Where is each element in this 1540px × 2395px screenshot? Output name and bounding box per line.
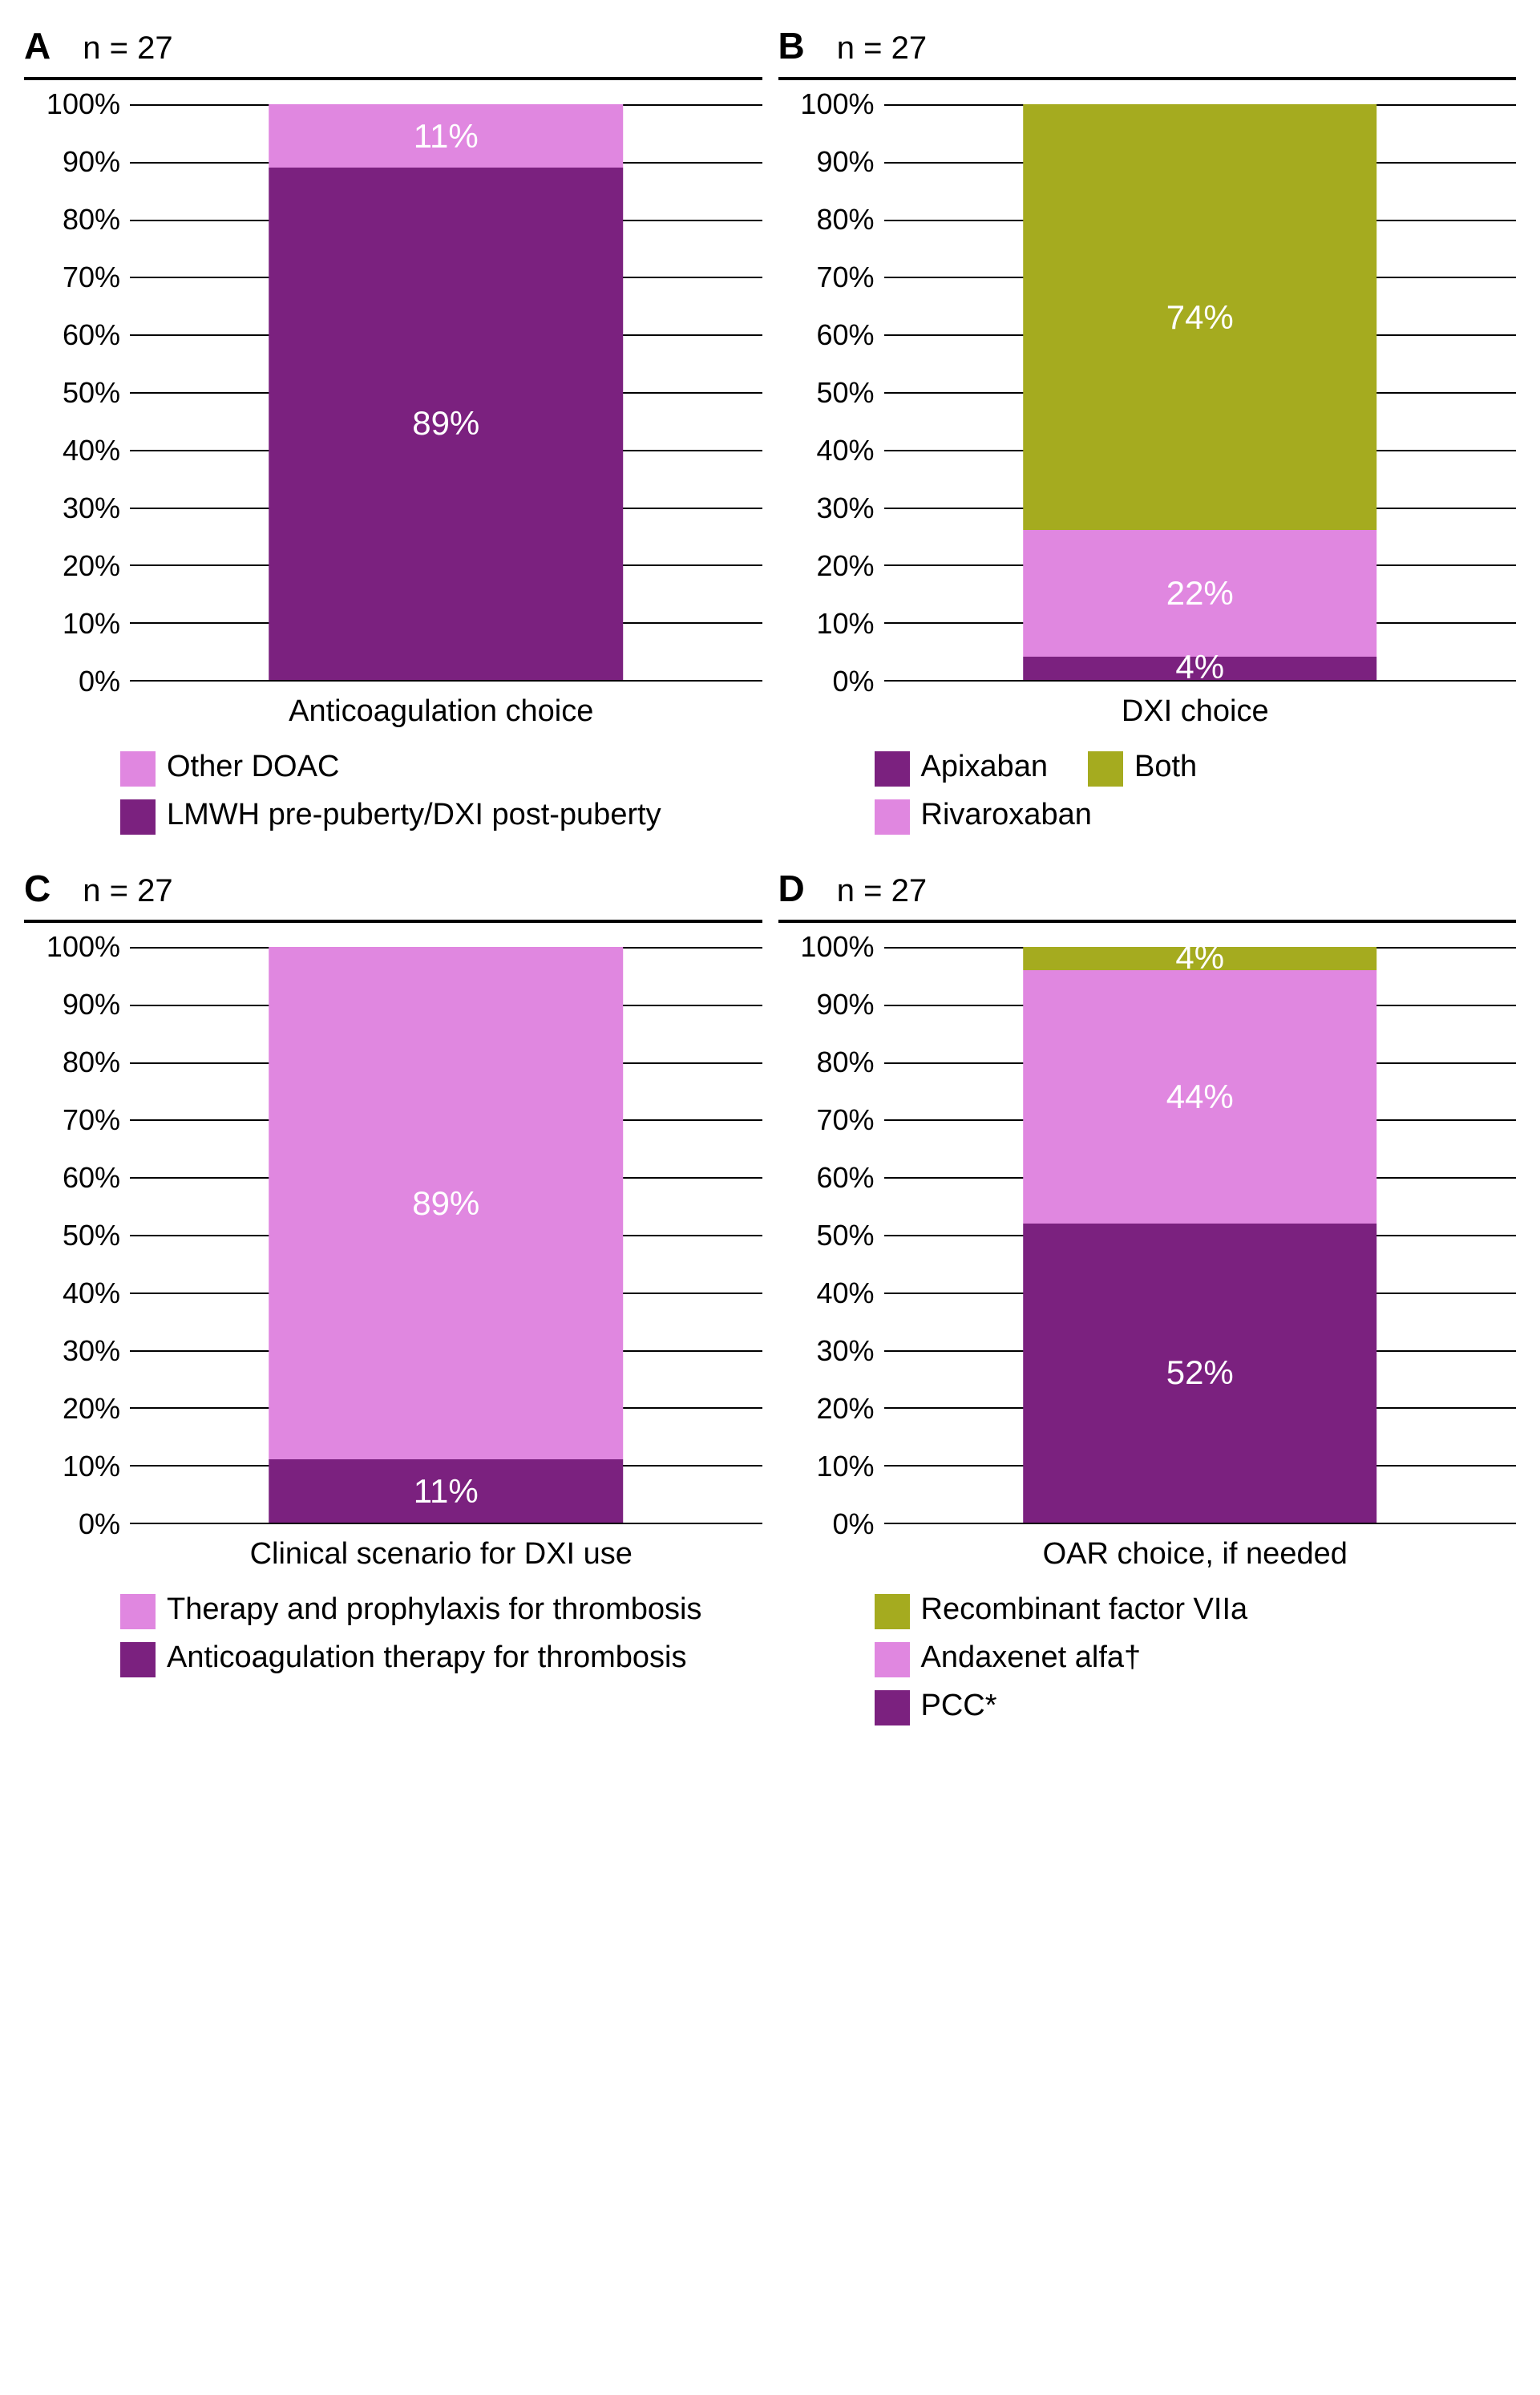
legend: Recombinant factor VIIa Andaxenet alfa† PC…: [875, 1591, 1517, 1725]
panel-letter: B: [778, 24, 805, 67]
x-axis-label: Clinical scenario for DXI use: [120, 1537, 762, 1572]
panel-n: n = 27: [837, 873, 927, 909]
legend-item: Andaxenet alfa†: [875, 1639, 1517, 1677]
legend-label: LMWH pre-puberty/DXI post-puberty: [167, 796, 661, 835]
chart-area: 0%10%20%30%40%50%60%70%80%90%100% 11%89%: [24, 104, 762, 682]
panel-header: D n = 27: [778, 867, 1517, 923]
legend-label: Both: [1134, 748, 1197, 787]
bar-segment: 52%: [1023, 1224, 1377, 1523]
bar-segment: 4%: [1023, 657, 1377, 680]
legend-item: Apixaban: [875, 748, 1048, 787]
legend-swatch: [120, 751, 156, 787]
panel-n: n = 27: [837, 30, 927, 67]
legend: Other DOAC LMWH pre-puberty/DXI post-pube…: [120, 748, 762, 835]
y-axis: 0%10%20%30%40%50%60%70%80%90%100%: [24, 104, 130, 682]
charts-container: A n = 27 0%10%20%30%40%50%60%70%80%90%10…: [24, 24, 1516, 1725]
panel-d: D n = 27 0%10%20%30%40%50%60%70%80%90%10…: [778, 867, 1517, 1725]
panel-letter: D: [778, 867, 805, 910]
stacked-bar: 4%44%52%: [1023, 947, 1377, 1523]
legend-swatch: [120, 1594, 156, 1629]
legend-item: Rivaroxaban: [875, 796, 1517, 835]
legend-swatch: [875, 1690, 910, 1725]
legend-item: LMWH pre-puberty/DXI post-puberty: [120, 796, 762, 835]
bar-segment: 74%: [1023, 104, 1377, 530]
legend-swatch: [875, 799, 910, 835]
panel-header: B n = 27: [778, 24, 1517, 80]
y-axis: 0%10%20%30%40%50%60%70%80%90%100%: [778, 947, 884, 1524]
legend-swatch: [1088, 751, 1123, 787]
bar-segment: 22%: [1023, 530, 1377, 657]
legend-swatch: [120, 1642, 156, 1677]
x-axis-label: Anticoagulation choice: [120, 694, 762, 729]
segment-value-label: 4%: [1175, 648, 1224, 686]
chart-area: 0%10%20%30%40%50%60%70%80%90%100% 74%22%…: [778, 104, 1517, 682]
stacked-bar: 89%11%: [269, 947, 623, 1523]
legend-item: Other DOAC: [120, 748, 762, 787]
panel-n: n = 27: [83, 873, 172, 909]
plot-area: 89%11%: [130, 947, 762, 1524]
chart-area: 0%10%20%30%40%50%60%70%80%90%100% 4%44%5…: [778, 947, 1517, 1524]
legend-label: Therapy and prophylaxis for thrombosis: [167, 1591, 701, 1629]
stacked-bar: 74%22%4%: [1023, 104, 1377, 680]
legend-label: Andaxenet alfa†: [921, 1639, 1142, 1677]
plot-area: 74%22%4%: [884, 104, 1517, 682]
bar-segment: 11%: [269, 104, 623, 168]
legend-swatch: [120, 799, 156, 835]
legend-item: PCC*: [875, 1687, 1517, 1725]
legend: Apixaban Both Rivaroxaban: [875, 748, 1517, 835]
legend-label: Other DOAC: [167, 748, 339, 787]
bar-segment: 89%: [269, 168, 623, 680]
legend-item: Recombinant factor VIIa: [875, 1591, 1517, 1629]
legend-swatch: [875, 1594, 910, 1629]
legend-swatch: [875, 1642, 910, 1677]
bar-segment: 4%: [1023, 947, 1377, 970]
panel-header: A n = 27: [24, 24, 762, 80]
stacked-bar: 11%89%: [269, 104, 623, 680]
chart-area: 0%10%20%30%40%50%60%70%80%90%100% 89%11%: [24, 947, 762, 1524]
panel-letter: A: [24, 24, 51, 67]
plot-area: 11%89%: [130, 104, 762, 682]
legend-item: Anticoagulation therapy for thrombosis: [120, 1639, 762, 1677]
panel-letter: C: [24, 867, 51, 910]
y-axis: 0%10%20%30%40%50%60%70%80%90%100%: [778, 104, 884, 682]
legend-swatch: [875, 751, 910, 787]
bar-segment: 89%: [269, 947, 623, 1459]
legend-label: Anticoagulation therapy for thrombosis: [167, 1639, 686, 1677]
legend: Therapy and prophylaxis for thrombosis An…: [120, 1591, 762, 1677]
panel-c: C n = 27 0%10%20%30%40%50%60%70%80%90%10…: [24, 867, 762, 1725]
panel-n: n = 27: [83, 30, 172, 67]
panel-b: B n = 27 0%10%20%30%40%50%60%70%80%90%10…: [778, 24, 1517, 835]
legend-item: Therapy and prophylaxis for thrombosis: [120, 1591, 762, 1629]
legend-item: Both: [1088, 748, 1197, 787]
y-axis: 0%10%20%30%40%50%60%70%80%90%100%: [24, 947, 130, 1524]
panel-header: C n = 27: [24, 867, 762, 923]
legend-label: Apixaban: [921, 748, 1048, 787]
plot-area: 4%44%52%: [884, 947, 1517, 1524]
bar-segment: 44%: [1023, 970, 1377, 1224]
x-axis-label: OAR choice, if needed: [875, 1537, 1517, 1572]
x-axis-label: DXI choice: [875, 694, 1517, 729]
bar-segment: 11%: [269, 1459, 623, 1523]
legend-label: PCC*: [921, 1687, 997, 1725]
legend-label: Rivaroxaban: [921, 796, 1092, 835]
panel-a: A n = 27 0%10%20%30%40%50%60%70%80%90%10…: [24, 24, 762, 835]
legend-label: Recombinant factor VIIa: [921, 1591, 1248, 1629]
